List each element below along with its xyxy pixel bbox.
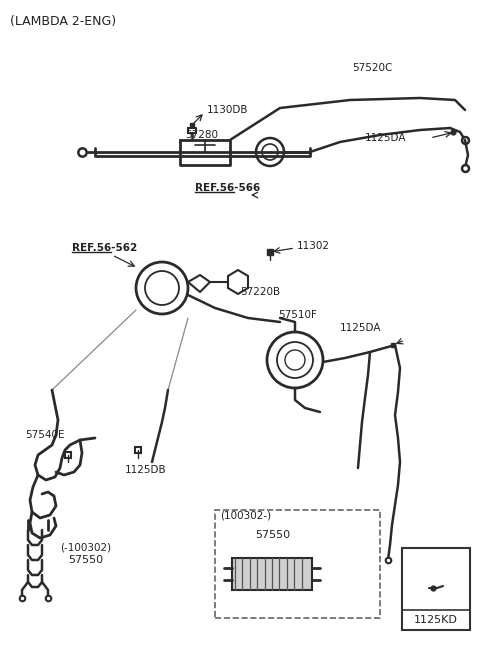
Text: 11302: 11302	[297, 241, 330, 251]
Bar	[232, 558, 312, 590]
Bar	[402, 548, 470, 630]
Text: 1130DB: 1130DB	[207, 105, 249, 115]
Text: 57280: 57280	[185, 130, 218, 140]
Bar	[215, 510, 380, 618]
Text: 1125DB: 1125DB	[125, 465, 167, 475]
Text: (-100302): (-100302)	[60, 543, 111, 553]
Text: 57520C: 57520C	[352, 63, 392, 73]
Text: 1125DA: 1125DA	[365, 133, 407, 143]
Text: 57220B: 57220B	[240, 287, 280, 297]
Text: 1125DA: 1125DA	[340, 323, 382, 333]
Text: 57510F: 57510F	[278, 310, 317, 320]
Text: 57540E: 57540E	[25, 430, 64, 440]
Text: (LAMBDA 2-ENG): (LAMBDA 2-ENG)	[10, 15, 116, 29]
Text: 1125KD: 1125KD	[414, 615, 458, 625]
Text: REF.56-562: REF.56-562	[72, 243, 137, 253]
Text: (100302-): (100302-)	[220, 510, 271, 520]
Text: REF.56-566: REF.56-566	[195, 183, 260, 193]
Text: 57550: 57550	[255, 530, 290, 540]
Text: 57550: 57550	[68, 555, 103, 565]
